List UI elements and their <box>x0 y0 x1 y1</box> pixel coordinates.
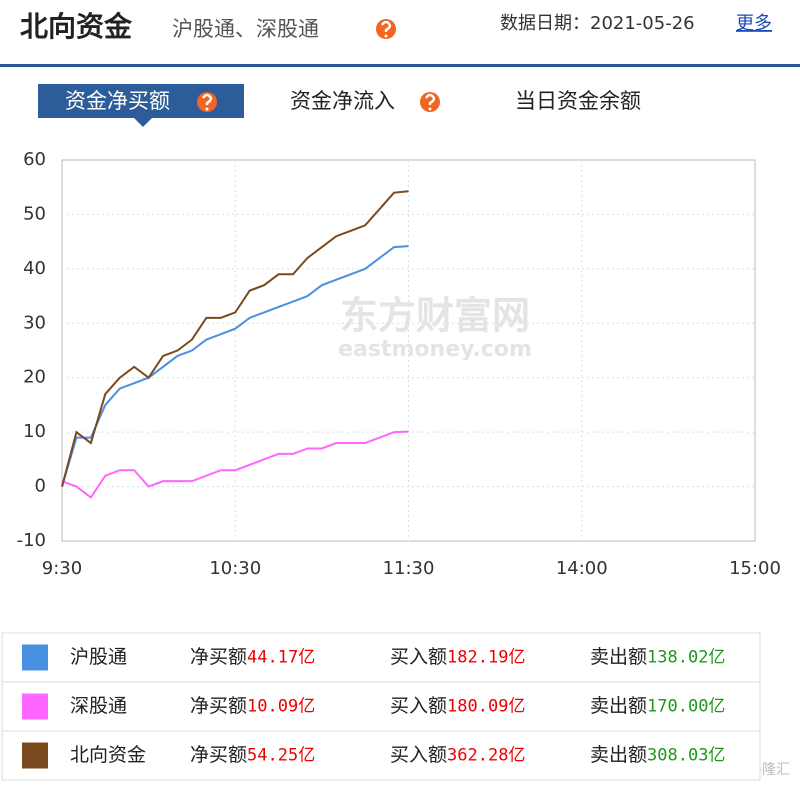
cell-label: 净买额 <box>190 646 247 668</box>
x-tick-label: 14:00 <box>556 558 608 579</box>
cell-label: 卖出额 <box>590 744 647 766</box>
y-tick-label: 60 <box>23 149 46 170</box>
series-line <box>61 190 409 487</box>
series-line <box>61 430 409 499</box>
cell-value: 138.02亿 <box>647 648 725 668</box>
help-icon[interactable] <box>376 19 396 39</box>
cell-value: 362.28亿 <box>447 746 525 766</box>
series-line <box>61 245 409 487</box>
header-date: 数据日期：2021-05-26 <box>500 13 695 34</box>
cell-value: 54.25亿 <box>247 746 315 766</box>
header-subtitle: 沪股通、深股通 <box>172 17 319 41</box>
cell-label: 卖出额 <box>590 646 647 668</box>
cell-value: 44.17亿 <box>247 648 315 668</box>
cell-value: 182.19亿 <box>447 648 525 668</box>
legend-name: 北向资金 <box>70 744 146 766</box>
cell-label: 买入额 <box>390 646 447 668</box>
x-tick-label: 15:00 <box>729 558 781 579</box>
cell-value: 180.09亿 <box>447 697 525 717</box>
tab[interactable]: 资金净买额 <box>65 89 170 113</box>
tab[interactable]: 资金净流入 <box>290 89 395 113</box>
cell-value: 170.00亿 <box>647 697 725 717</box>
legend-swatch <box>22 693 48 720</box>
cell-label: 卖出额 <box>590 695 647 717</box>
y-tick-label: 50 <box>23 203 46 224</box>
y-tick-label: -10 <box>17 530 46 551</box>
more-link[interactable]: 更多 <box>736 13 772 34</box>
help-icon[interactable] <box>197 92 217 112</box>
header-rule <box>0 64 800 67</box>
legend-name: 深股通 <box>70 695 127 717</box>
tab-pointer <box>134 118 152 127</box>
legend-swatch <box>22 644 48 671</box>
x-tick-label: 9:30 <box>42 558 82 579</box>
legend-name: 沪股通 <box>70 646 127 668</box>
y-tick-label: 20 <box>23 367 46 388</box>
watermark: 东方财富网 <box>340 294 530 338</box>
cell-label: 买入额 <box>390 744 447 766</box>
legend-swatch <box>22 742 48 769</box>
y-tick-label: 30 <box>23 312 46 333</box>
y-tick-label: 0 <box>35 476 46 497</box>
watermark-url: eastmoney.com <box>338 337 532 362</box>
header-title: 北向资金 <box>20 10 133 43</box>
cell-label: 净买额 <box>190 695 247 717</box>
y-tick-label: 10 <box>23 421 46 442</box>
cell-value: 308.03亿 <box>647 746 725 766</box>
help-icon[interactable] <box>420 92 440 112</box>
x-tick-label: 11:30 <box>383 558 435 579</box>
tab[interactable]: 当日资金余额 <box>515 89 641 113</box>
cell-value: 10.09亿 <box>247 697 315 717</box>
cell-label: 净买额 <box>190 744 247 766</box>
y-tick-label: 40 <box>23 258 46 279</box>
x-tick-label: 10:30 <box>209 558 261 579</box>
cell-label: 买入额 <box>390 695 447 717</box>
table-row <box>1 730 761 781</box>
